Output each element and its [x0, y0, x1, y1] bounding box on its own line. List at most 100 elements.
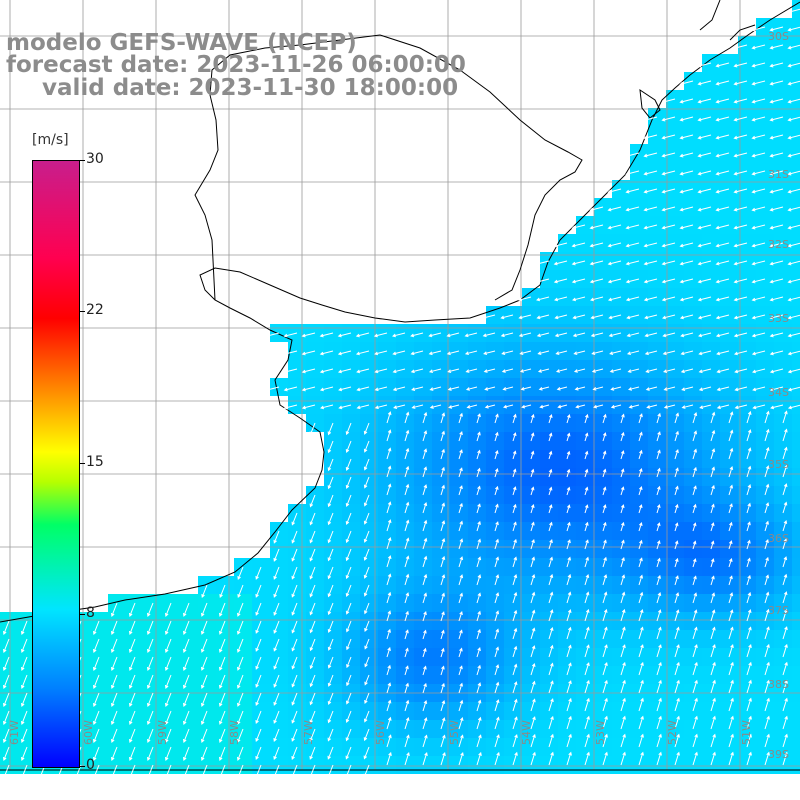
wind-arrow — [728, 697, 734, 712]
wind-arrow — [764, 538, 769, 550]
wind-arrows — [2, 8, 800, 779]
wind-arrow — [386, 447, 392, 460]
wind-arrow — [363, 440, 370, 453]
wind-arrow — [309, 584, 316, 598]
wind-arrow — [769, 350, 784, 356]
wind-arrow — [692, 644, 698, 658]
wind-arrow — [440, 592, 446, 604]
wind-arrow — [309, 620, 316, 634]
wind-arrow — [422, 734, 428, 748]
wind-arrow — [337, 368, 352, 374]
wind-arrow — [692, 430, 698, 442]
wind-arrow — [200, 728, 208, 743]
wind-arrow — [751, 116, 766, 122]
wind-speed-cell — [792, 54, 800, 72]
wind-arrow — [716, 368, 730, 374]
wind-arrow — [345, 692, 352, 705]
wind-arrow — [548, 698, 554, 712]
wind-arrow — [746, 502, 751, 514]
wind-arrow — [692, 679, 698, 694]
wind-arrow — [548, 680, 554, 694]
wind-arrow — [733, 314, 748, 320]
wind-arrow — [679, 98, 694, 104]
wind-speed-cell — [792, 180, 800, 198]
wind-arrow — [530, 716, 536, 730]
wind-arrow — [92, 674, 100, 689]
wind-arrow — [746, 679, 752, 694]
map-title-valid-date: valid date: 2023-11-30 18:00:00 — [42, 75, 459, 101]
wind-arrow — [609, 350, 622, 356]
wind-arrow — [512, 627, 518, 640]
wind-arrow — [291, 566, 298, 580]
wind-arrow — [733, 98, 748, 104]
wind-arrow — [674, 592, 680, 604]
wind-arrow — [770, 404, 784, 410]
wind-arrow — [309, 674, 316, 688]
wind-arrow — [291, 530, 298, 544]
wind-arrow — [201, 674, 208, 689]
wind-arrow — [697, 242, 712, 248]
wind-arrow — [386, 610, 392, 622]
wind-arrow — [386, 751, 392, 766]
wind-arrow — [607, 206, 622, 212]
wind-arrow — [620, 733, 626, 748]
wind-arrow — [751, 188, 766, 194]
wind-arrow — [494, 628, 500, 640]
wind-arrow — [440, 555, 446, 568]
wind-arrow — [476, 682, 482, 694]
wind-arrow — [283, 404, 298, 410]
wind-arrow — [273, 764, 280, 779]
wind-arrow — [674, 503, 679, 514]
wind-arrow — [309, 656, 316, 670]
wind-arrow — [715, 224, 730, 230]
wind-arrow — [404, 610, 409, 622]
wind-arrow — [710, 697, 716, 712]
wind-arrow — [566, 680, 572, 694]
wind-arrow — [620, 697, 626, 712]
wind-arrow — [201, 656, 208, 671]
wind-arrow — [411, 386, 424, 392]
wind-arrow — [440, 734, 446, 748]
wind-arrow — [501, 368, 514, 373]
wind-arrow — [146, 620, 154, 635]
wind-arrow — [674, 467, 679, 478]
wind-arrow — [476, 485, 481, 496]
wind-arrow — [128, 638, 136, 653]
wind-arrow — [728, 644, 734, 658]
wind-arrow — [584, 413, 589, 424]
wind-arrow — [699, 404, 712, 409]
wind-arrow — [769, 134, 784, 140]
wind-arrow — [164, 674, 172, 689]
wind-arrow — [697, 80, 712, 86]
wind-arrow — [548, 573, 554, 586]
wind-arrow — [494, 431, 499, 442]
wind-arrow — [530, 573, 536, 586]
wind-arrow — [692, 503, 697, 514]
wind-arrow — [620, 591, 626, 604]
wind-arrow — [283, 332, 298, 338]
wind-arrow — [110, 692, 118, 707]
wind-arrow — [698, 332, 712, 338]
wind-arrow — [327, 494, 334, 508]
wind-arrow — [291, 764, 298, 779]
wind-arrow — [483, 368, 496, 373]
wind-arrow — [710, 448, 716, 460]
wind-arrow — [404, 573, 410, 586]
wind-arrow — [201, 638, 208, 653]
wind-arrow — [548, 432, 553, 442]
wind-arrow — [638, 486, 643, 496]
wind-arrow — [782, 643, 788, 658]
wind-arrow — [218, 746, 226, 761]
wind-speed-cell — [792, 72, 800, 90]
wind-arrow — [584, 608, 590, 622]
wind-arrow — [458, 610, 463, 622]
wind-arrow — [476, 520, 481, 532]
wind-arrow — [291, 638, 298, 652]
wind-arrow — [146, 674, 154, 689]
wind-arrow — [327, 566, 334, 580]
wind-arrow — [638, 679, 644, 694]
wind-arrow — [110, 620, 118, 635]
lat-label: 32S — [768, 238, 789, 251]
colorbar-tick-22: 22 — [86, 302, 104, 318]
wind-arrow — [110, 764, 118, 779]
